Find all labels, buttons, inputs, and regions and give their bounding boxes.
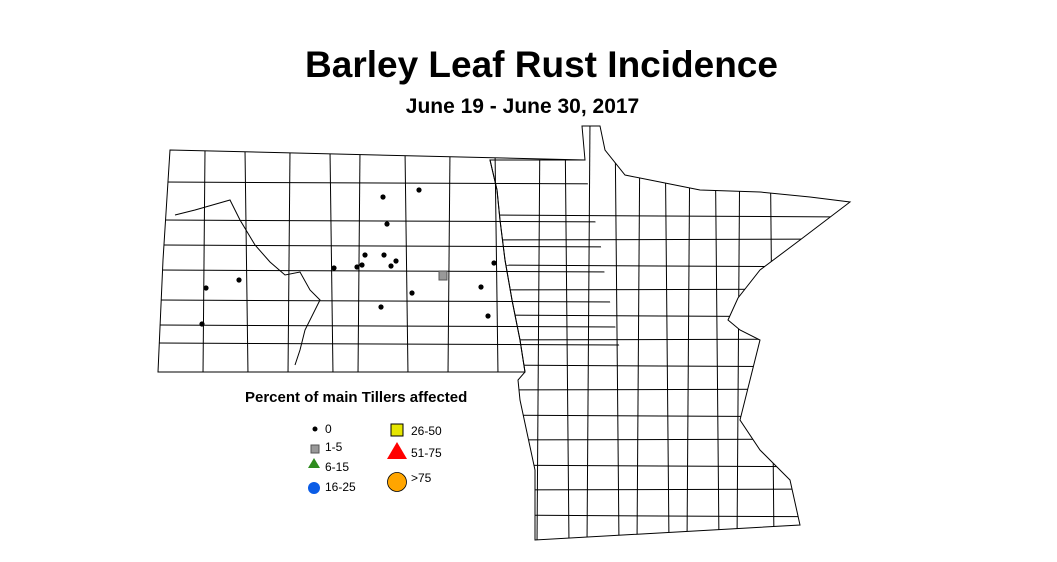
legend-title: Percent of main Tillers affected [245,389,468,406]
county-boundary [404,150,409,372]
county-boundary [329,150,334,372]
county-boundary [736,126,741,540]
observation-points [199,187,497,327]
legend-symbol-gt75 [387,472,407,492]
county-boundary [490,438,850,441]
legend-symbol-16-25 [308,482,320,494]
county-boundary [287,150,291,372]
observation-point [378,304,384,310]
county-boundary [490,264,850,268]
observation-point [236,277,242,283]
legend-symbol-26-50 [390,423,404,437]
county-boundary [564,126,570,540]
minnesota-outline [489,125,852,541]
county-boundary [490,388,850,391]
observation-point [331,265,337,271]
county-boundary [490,514,850,518]
county-boundary [536,126,541,540]
county-boundary [158,181,621,185]
county-boundary [357,150,361,372]
county-boundary [490,464,850,468]
north-dakota-counties [158,150,621,372]
observation-point [380,194,386,200]
observation-point [362,252,368,258]
county-boundary [158,324,621,328]
county-boundary [490,314,850,318]
legend-label-gt75: >75 [411,471,432,485]
county-boundary [158,269,621,273]
observation-point [384,221,390,227]
county-boundary [636,126,641,540]
legend-label-16-25: 16-25 [325,480,356,494]
county-boundary [769,126,775,540]
county-boundary [490,414,850,418]
observation-point [199,321,205,327]
county-boundary [714,126,720,540]
legend-label-51-75: 51-75 [411,446,442,460]
missouri-river [174,199,321,366]
legend-label-1-5: 1-5 [325,440,343,454]
county-boundary [244,150,249,372]
observation-point [393,258,399,264]
county-boundary [158,219,621,223]
observation-point [438,270,448,281]
county-boundary [158,244,621,248]
legend-label-26-50: 26-50 [411,424,442,438]
observation-point [388,263,394,269]
observation-point [203,285,209,291]
observation-point [359,262,365,268]
county-boundary [490,238,850,241]
county-boundary [158,299,621,303]
county-boundary [664,126,670,540]
observation-point [354,264,360,270]
county-boundary [686,126,691,540]
observation-point [409,290,415,296]
legend-symbol-51-75 [387,442,407,459]
legend-label-0: 0 [325,422,332,436]
county-boundary [614,126,620,540]
county-boundary [490,338,850,341]
county-boundary [490,214,850,218]
legend-label-6-15: 6-15 [325,460,350,474]
map-title: Barley Leaf Rust Incidence [305,44,778,85]
map-subtitle: June 19 - June 30, 2017 [405,95,640,118]
county-boundary [202,150,206,372]
observation-point [491,260,497,266]
county-boundary [490,288,850,291]
county-boundary [490,364,850,368]
county-boundary [586,126,591,540]
county-boundary [447,150,451,372]
observation-point [381,252,387,258]
observation-point [416,187,422,193]
legend-symbol-1-5 [310,444,320,454]
legend-symbol-6-15 [308,458,320,468]
county-boundary [158,342,621,346]
legend-symbols [308,423,407,494]
observation-point [478,284,484,290]
observation-point [485,313,491,319]
legend-symbol-0 [312,426,318,432]
